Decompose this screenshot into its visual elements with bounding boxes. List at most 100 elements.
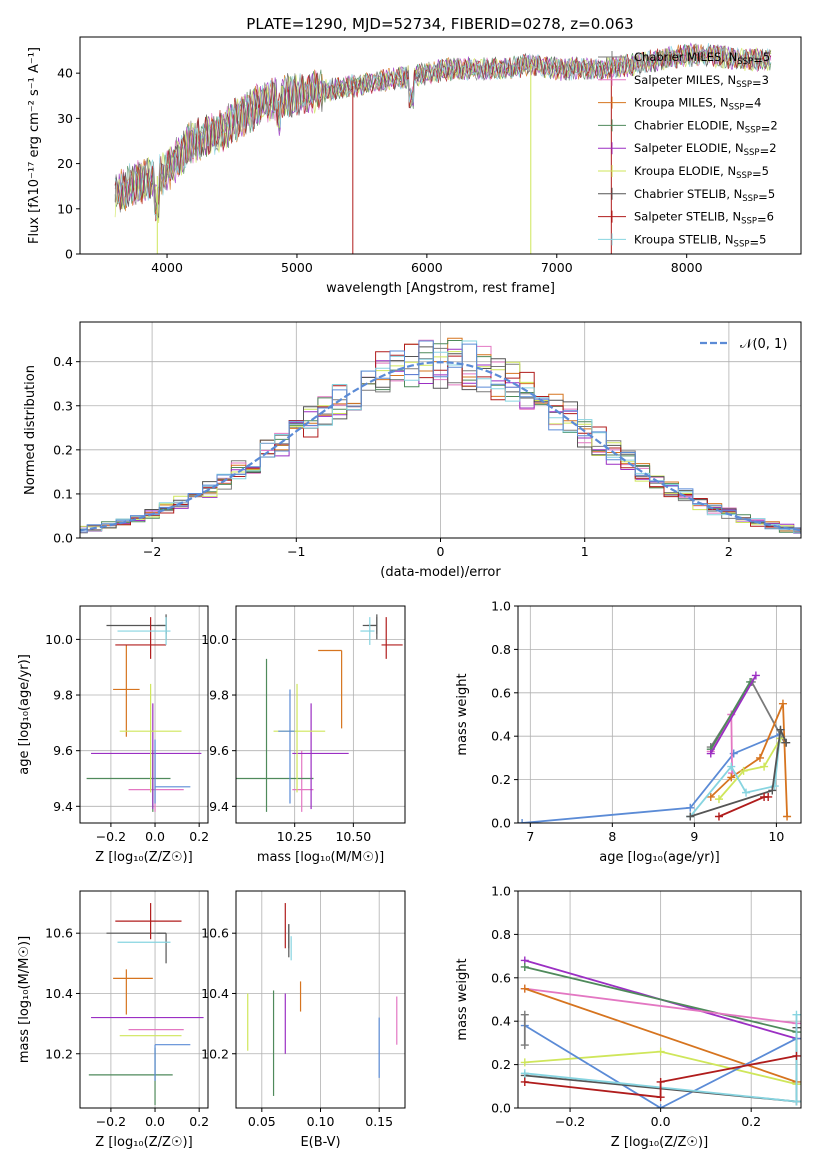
mass-weight-marker [778,699,787,708]
y-tick-label: 0.6 [491,970,511,985]
y-tick-label: 0.2 [491,772,511,787]
legend-n: , N [718,232,734,246]
y-tick-label: 10.6 [45,926,73,941]
mass-weight-line [710,681,751,750]
axes-frame [235,605,406,824]
mass-weight-marker [792,1051,801,1060]
legend-equals: = [749,235,759,249]
legend-n: , N [729,118,745,132]
legend-equals: = [757,213,767,227]
plot-area [247,903,398,1096]
legend-nssp: 6 [767,210,774,224]
axes-decoration: −0.2 0.0 0.2 10.2 10.4 10.6 Z [log₁₀(Z/Z☉)] mas… [17,890,209,1150]
legend-n: , N [720,73,736,87]
x-axis-label: mass [log₁₀(M/M☉)] [257,850,384,865]
normal-curve [80,360,801,532]
legend-entry: Chabrier MILES, NSSP=5 [634,50,770,67]
x-tick-label: −2 [143,544,161,559]
axes-decoration: −0.2 0.0 0.2 9.4 9.6 9.8 10.0 Z [log₁₀(Z/Z☉)] ag… [17,605,209,865]
plot-area [236,614,403,812]
y-tick-label: 9.8 [209,688,229,703]
x-axis-label: (data-model)/error [380,565,501,580]
mass-weight-marker [782,738,791,747]
x-tick-label: 7 [526,829,534,844]
y-axis-label: mass weight [455,673,470,755]
legend-entry: Kroupa STELIB, NSSP=5 [634,232,766,249]
y-tick-label: 0.8 [491,642,511,657]
y-tick-label: 0.0 [491,816,511,831]
x-tick-label: 5000 [281,260,313,275]
axes-decoration: 4000 5000 6000 7000 8000 0 10 20 30 40 wavelength … [27,36,802,296]
legend-name: Kroupa ELODIE [634,164,720,178]
legend-name: Kroupa MILES [634,96,713,110]
y-axis-label: Normed distribution [23,365,38,495]
x-tick-label: −0.2 [96,1114,126,1129]
legend-n: , N [720,164,736,178]
legend-n: , N [713,96,729,110]
x-tick-label: 1 [581,544,589,559]
y-tick-label: 0.1 [53,486,73,501]
y-tick-label: 9.6 [209,743,229,758]
legend-nssp: 2 [769,141,776,155]
x-tick-label: 0.0 [145,829,165,844]
x-axis-label: Z [log₁₀(Z/Z☉)] [611,1135,708,1150]
mass-weight-marker [520,1077,529,1086]
legend-name: Salpeter MILES [634,73,720,87]
legend-nssp: 4 [754,96,761,110]
age-vs-mass-panel: 10.25 10.50 9.4 9.6 9.8 10.0 mass [log₁₀(M/M☉)… [201,605,406,865]
x-axis-label: wavelength [Angstrom, rest frame] [326,281,555,296]
x-axis-label: age [log₁₀(age/yr)] [599,850,720,865]
mass-weight-marker [520,984,529,993]
legend-subscript: SSP [734,239,750,249]
mass-weight-marker [776,725,785,734]
mass-weight-marker [520,1069,529,1078]
mass-weight-marker [727,773,736,782]
x-tick-label: 2 [725,544,733,559]
plot-area [518,671,792,823]
mass-weight-marker [792,1097,801,1106]
y-tick-label: 0.4 [491,1014,511,1029]
y-tick-label: 0.0 [491,1101,511,1116]
x-tick-label: 7000 [541,260,573,275]
mass-weight-marker [742,788,751,797]
plot-area [88,903,204,1105]
y-tick-label: 0 [65,247,73,262]
y-tick-label: 10.2 [45,1046,73,1061]
y-axis-label: age [log₁₀(age/yr)] [17,654,32,775]
legend-subscript: SSP [741,217,757,227]
legend-name: Chabrier MILES [634,50,721,64]
x-axis-label: Z [log₁₀(Z/Z☉)] [95,1135,192,1150]
legend-name: Kroupa STELIB [634,232,718,246]
y-tick-label: 9.4 [53,799,73,814]
age-vs-metallicity-panel: −0.2 0.0 0.2 9.4 9.6 9.8 10.0 Z [log₁₀(Z/Z☉)] ag… [17,605,209,865]
x-tick-label: 0.15 [365,1114,393,1129]
y-tick-label: 10 [57,201,73,216]
legend-n: , N [728,141,744,155]
x-tick-label: 0.2 [189,1114,209,1129]
legend-entry: Salpeter STELIB, NSSP=6 [634,210,774,227]
axes-frame [79,605,209,824]
legend-entry: Chabrier ELODIE, NSSP=2 [634,118,778,135]
mass-weight-marker [518,819,527,823]
mass-weight-line [524,1055,797,1099]
axes-frame [517,605,802,824]
axes-decoration: 0.05 0.10 0.15 10.2 10.4 10.6 E(B-V) [201,890,406,1150]
mass-weight-line [524,966,797,1033]
mass-weight-line [690,726,788,818]
x-tick-label: −0.2 [96,829,126,844]
mass-weight-line [718,737,782,800]
y-tick-label: 9.8 [53,688,73,703]
x-tick-label: 0 [437,544,445,559]
spectrum-line [114,44,771,216]
plot-area [114,42,772,254]
y-tick-label: 30 [57,111,73,126]
x-tick-label: 0.05 [248,1114,276,1129]
y-tick-label: 10.4 [201,986,229,1001]
spectrum-line [114,44,772,213]
plot-area [520,956,801,1108]
legend-equals: = [752,76,762,90]
mass-weight-marker [714,812,723,821]
legend-entry: Kroupa MILES, NSSP=4 [634,96,761,113]
